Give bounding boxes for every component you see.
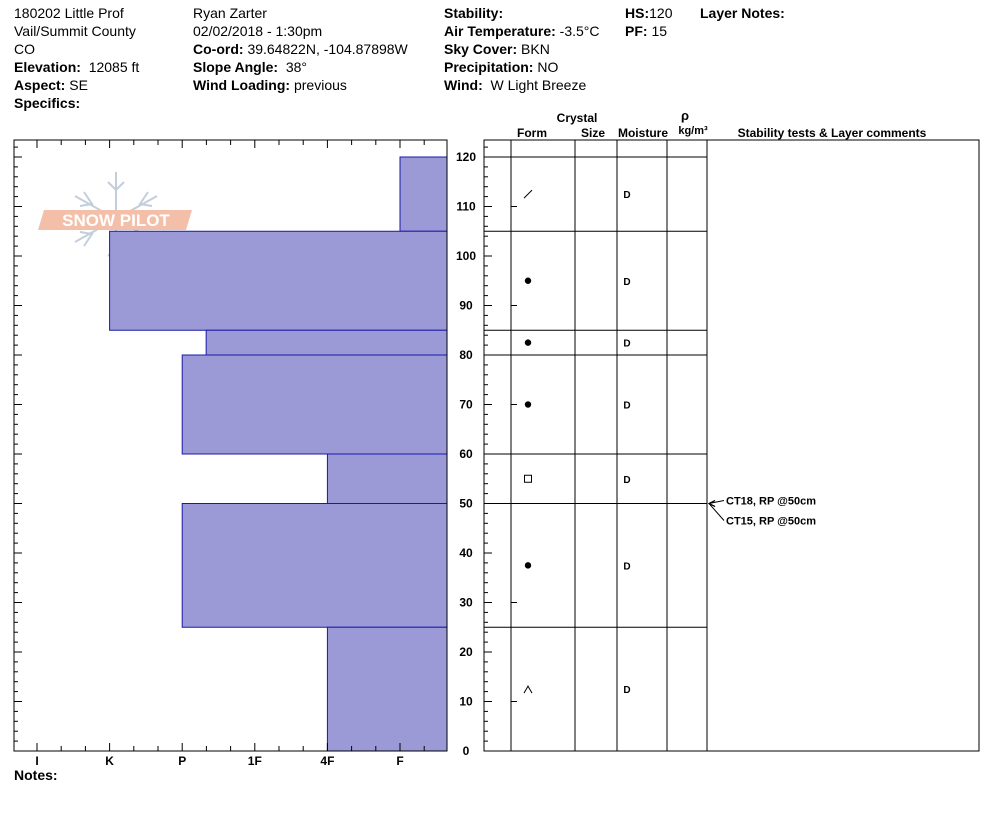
hardness-bar	[326, 626, 448, 752]
specifics: Specifics:	[14, 95, 81, 111]
rounds-icon	[524, 401, 532, 408]
date-time: 02/02/2018 - 1:30pm	[193, 23, 323, 39]
stability-arrow-icon	[707, 500, 716, 507]
depth-tick-label: 40	[459, 546, 473, 560]
rho-header: ρ	[681, 108, 689, 123]
moisture-value: D	[623, 561, 630, 572]
air-temperature: Air Temperature: -3.5°C	[444, 23, 600, 39]
stability-test-label: CT18, RP @50cm	[726, 496, 816, 508]
rounds-icon	[524, 277, 532, 284]
aspect: Aspect: SE	[14, 77, 88, 93]
crystal-table-frame	[483, 139, 980, 752]
faceted-icon	[524, 474, 532, 483]
depth-tick-label: 90	[459, 299, 473, 313]
layer-notes-label: Layer Notes:	[700, 5, 785, 21]
moisture-value: D	[623, 190, 630, 201]
stability: Stability:	[444, 5, 504, 21]
sky-cover: Sky Cover: BKN	[444, 41, 550, 57]
rounds-icon	[524, 562, 532, 569]
hardness-bar	[181, 503, 448, 628]
depth-tick-label: 20	[459, 645, 473, 659]
stability-test-label: CT15, RP @50cm	[726, 516, 816, 528]
stability-tests: CT18, RP @50cm CT15, RP @50cm	[707, 496, 816, 528]
rounds-icon	[524, 339, 532, 346]
wind-loading: Wind Loading: previous	[193, 77, 347, 93]
elevation: Elevation: 12085 ft	[14, 59, 140, 75]
density-unit-header: kg/m³	[678, 125, 708, 137]
hardness-tick-label: K	[105, 754, 114, 768]
stability-header: Stability tests & Layer comments	[738, 126, 927, 140]
hardness-bar	[205, 329, 448, 356]
decomposing-icon	[523, 189, 533, 199]
slope-angle: Slope Angle: 38°	[193, 59, 307, 75]
hs: HS:120	[625, 5, 673, 21]
depth-tick-label: 50	[459, 497, 473, 511]
table-ticks	[484, 146, 517, 752]
logo-text: SNOW PILOT	[62, 211, 170, 230]
hardness-tick-label: F	[396, 754, 403, 768]
depth-tick-label: 70	[459, 398, 473, 412]
depth-tick-label: 30	[459, 596, 473, 610]
coordinates: Co-ord: 39.64822N, -104.87898W	[193, 41, 408, 57]
hardness-tick-label: I	[35, 754, 38, 768]
stability-leader	[708, 503, 725, 521]
county: Vail/Summit County	[14, 23, 136, 39]
depth-hoar-icon	[523, 685, 533, 694]
depth-tick-label: 110	[456, 200, 476, 214]
hardness-tick-label: P	[178, 754, 186, 768]
logo-banner	[38, 210, 192, 230]
hardness-bar	[109, 230, 448, 331]
stability-leader	[708, 500, 725, 504]
moisture-value: D	[623, 277, 630, 288]
depth-tick-label: 10	[459, 695, 473, 709]
hardness-ticks: I K P 1F 4F F	[35, 140, 425, 768]
form-header: Form	[517, 126, 547, 140]
site-name: 180202 Little Prof	[14, 5, 124, 21]
pf: PF: 15	[625, 23, 668, 39]
size-header: Size	[581, 126, 605, 140]
precipitation: Precipitation: NO	[444, 59, 559, 75]
depth-tick-label: 0	[463, 744, 470, 758]
depth-tick-label: 80	[459, 348, 473, 362]
state: CO	[14, 41, 35, 57]
moisture-value: D	[623, 475, 630, 486]
moisture-header: Moisture	[618, 126, 668, 140]
depth-tick-label: 60	[459, 447, 473, 461]
crystal-header: Crystal	[557, 111, 598, 125]
notes-label: Notes:	[14, 767, 58, 783]
wind: Wind: W Light Breeze	[444, 77, 587, 93]
moisture-value: D	[623, 339, 630, 350]
depth-tick-label: 100	[456, 249, 476, 263]
hardness-layers	[109, 156, 448, 752]
depth-axis: 0 10 20 30 40 50 60 70 80 90 100 110 120	[14, 146, 476, 758]
snowpilot-logo: SNOW PILOT	[38, 172, 192, 266]
hardness-tick-label: 4F	[320, 754, 334, 768]
depth-tick-label: 120	[456, 150, 476, 164]
hardness-bar	[399, 156, 448, 232]
observer: Ryan Zarter	[193, 5, 267, 21]
moisture-value: D	[623, 685, 630, 696]
hardness-bar	[326, 453, 448, 504]
hardness-bar	[181, 354, 448, 455]
layer-rows: D D D D D D D	[484, 156, 707, 696]
moisture-value: D	[623, 401, 630, 412]
hardness-tick-label: 1F	[248, 754, 262, 768]
